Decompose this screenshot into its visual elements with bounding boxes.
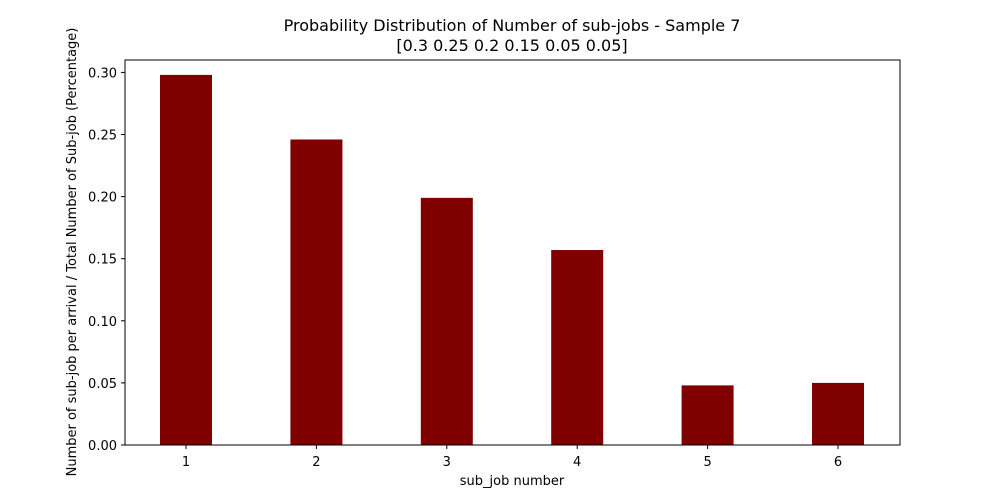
bar-5 <box>681 385 734 445</box>
x-tick-label: 3 <box>443 455 451 470</box>
x-tick-label: 5 <box>703 455 711 470</box>
x-tick-label: 1 <box>182 455 190 470</box>
y-axis-label: Number of sub-job per arrival / Total Nu… <box>65 28 80 477</box>
y-tick-label: 0.15 <box>88 253 117 268</box>
x-tick-label: 6 <box>834 455 842 470</box>
y-tick-label: 0.00 <box>88 439 117 454</box>
y-tick-label: 0.20 <box>88 191 117 206</box>
bar-3 <box>420 197 473 445</box>
y-tick-label: 0.25 <box>88 129 117 144</box>
bar-6 <box>812 382 864 445</box>
plot-area-frame <box>124 59 901 446</box>
chart-title: Probability Distribution of Number of su… <box>284 16 741 35</box>
x-axis-label: sub_job number <box>460 474 565 489</box>
bar-2 <box>290 139 343 445</box>
bars-group <box>160 74 864 445</box>
bar-1 <box>160 74 212 445</box>
x-tick-label: 2 <box>312 455 320 470</box>
chart-subtitle: [0.3 0.25 0.2 0.15 0.05 0.05] <box>396 36 627 55</box>
y-tick-label: 0.10 <box>88 315 117 330</box>
bar-4 <box>551 250 604 445</box>
x-tick-label: 4 <box>573 455 581 470</box>
y-tick-label: 0.30 <box>88 66 117 81</box>
y-tick-label: 0.05 <box>88 377 117 392</box>
y-axis: 0.00 0.05 0.10 0.15 0.20 0.25 0.30 <box>88 66 125 454</box>
x-axis: 1 2 3 4 5 6 <box>182 445 842 470</box>
